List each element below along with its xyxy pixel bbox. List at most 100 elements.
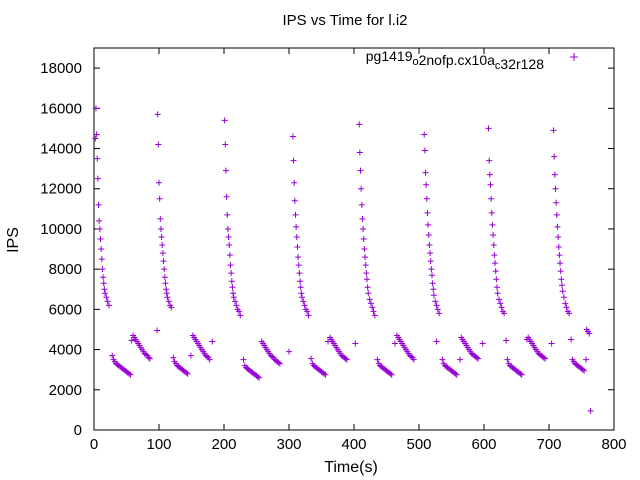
data-point xyxy=(299,294,305,301)
data-point xyxy=(163,286,170,293)
data-point xyxy=(542,355,549,362)
data-point xyxy=(557,260,564,267)
data-point xyxy=(286,348,292,355)
data-point xyxy=(224,225,231,232)
data-point xyxy=(295,262,302,269)
data-point xyxy=(298,290,305,297)
data-point xyxy=(225,233,232,240)
data-point xyxy=(343,356,350,363)
x-tick-label: 600 xyxy=(471,436,496,453)
data-point xyxy=(425,231,432,238)
data-point xyxy=(226,252,233,259)
data-point xyxy=(94,155,101,162)
data-point xyxy=(223,193,230,200)
data-point xyxy=(297,284,304,291)
data-point xyxy=(104,298,111,305)
data-point xyxy=(145,354,152,361)
data-point xyxy=(489,221,496,228)
data-point xyxy=(240,356,247,363)
data-point xyxy=(559,282,565,289)
x-tick-label: 800 xyxy=(601,436,626,453)
data-point xyxy=(579,366,586,373)
data-point xyxy=(224,211,231,218)
chart-title: IPS vs Time for l.i2 xyxy=(282,12,407,29)
data-point xyxy=(429,280,436,287)
data-point xyxy=(374,356,381,363)
data-point xyxy=(101,286,108,293)
data-point xyxy=(363,270,370,277)
data-point xyxy=(92,135,99,142)
data-point xyxy=(168,304,175,311)
data-point xyxy=(228,278,235,285)
data-point xyxy=(421,147,428,154)
data-point xyxy=(358,201,365,208)
data-point xyxy=(503,337,510,344)
data-point xyxy=(93,131,100,138)
data-point xyxy=(146,355,153,362)
data-point xyxy=(428,266,435,273)
data-point xyxy=(408,353,415,360)
data-point xyxy=(256,374,263,381)
data-point xyxy=(127,371,134,378)
data-point xyxy=(427,258,434,265)
data-point xyxy=(388,371,395,378)
data-point xyxy=(159,242,166,249)
data-point xyxy=(369,304,376,311)
data-point xyxy=(204,353,211,360)
data-point xyxy=(157,215,164,222)
data-point xyxy=(553,211,560,218)
data-point xyxy=(490,242,497,249)
data-point xyxy=(487,181,494,188)
data-point xyxy=(365,290,372,297)
data-point xyxy=(370,308,377,315)
x-tick-label: 200 xyxy=(211,436,236,453)
data-point xyxy=(497,300,504,307)
data-point xyxy=(410,356,417,363)
data-point xyxy=(558,276,565,283)
data-point xyxy=(269,353,276,360)
data-point xyxy=(559,288,566,295)
data-point xyxy=(364,284,371,291)
data-point xyxy=(492,268,499,275)
data-point xyxy=(100,274,107,281)
data-point xyxy=(429,272,435,279)
data-point xyxy=(426,242,433,249)
data-point xyxy=(162,280,169,287)
data-point xyxy=(488,209,495,216)
plot-frame xyxy=(93,47,615,431)
data-point xyxy=(432,298,439,305)
data-point xyxy=(434,306,441,313)
data-point xyxy=(321,370,328,377)
data-point xyxy=(293,223,300,230)
data-point xyxy=(366,296,373,303)
y-tick-label: 2000 xyxy=(49,382,82,399)
data-point xyxy=(493,276,500,283)
data-point xyxy=(292,211,299,218)
data-point xyxy=(237,312,244,319)
data-point xyxy=(562,300,569,307)
data-point xyxy=(362,262,369,269)
data-point xyxy=(427,250,434,257)
data-point xyxy=(501,310,508,317)
data-point xyxy=(294,244,301,251)
data-point xyxy=(293,233,300,240)
legend: pg1419o2nofp.cx10ac32r128 xyxy=(366,48,578,72)
data-point xyxy=(551,153,558,160)
data-point xyxy=(430,292,437,299)
data-point xyxy=(100,280,107,287)
data-point xyxy=(391,340,398,347)
data-point xyxy=(183,369,190,376)
data-point xyxy=(296,270,303,277)
data-point xyxy=(126,370,133,377)
data-point xyxy=(105,302,112,309)
data-point xyxy=(557,268,564,275)
data-point xyxy=(206,356,213,363)
data-point xyxy=(308,355,315,362)
data-point xyxy=(352,340,359,347)
data-point xyxy=(433,338,440,345)
data-point xyxy=(184,370,191,377)
data-point xyxy=(154,327,161,334)
data-point xyxy=(103,294,110,301)
data-point xyxy=(486,157,493,164)
